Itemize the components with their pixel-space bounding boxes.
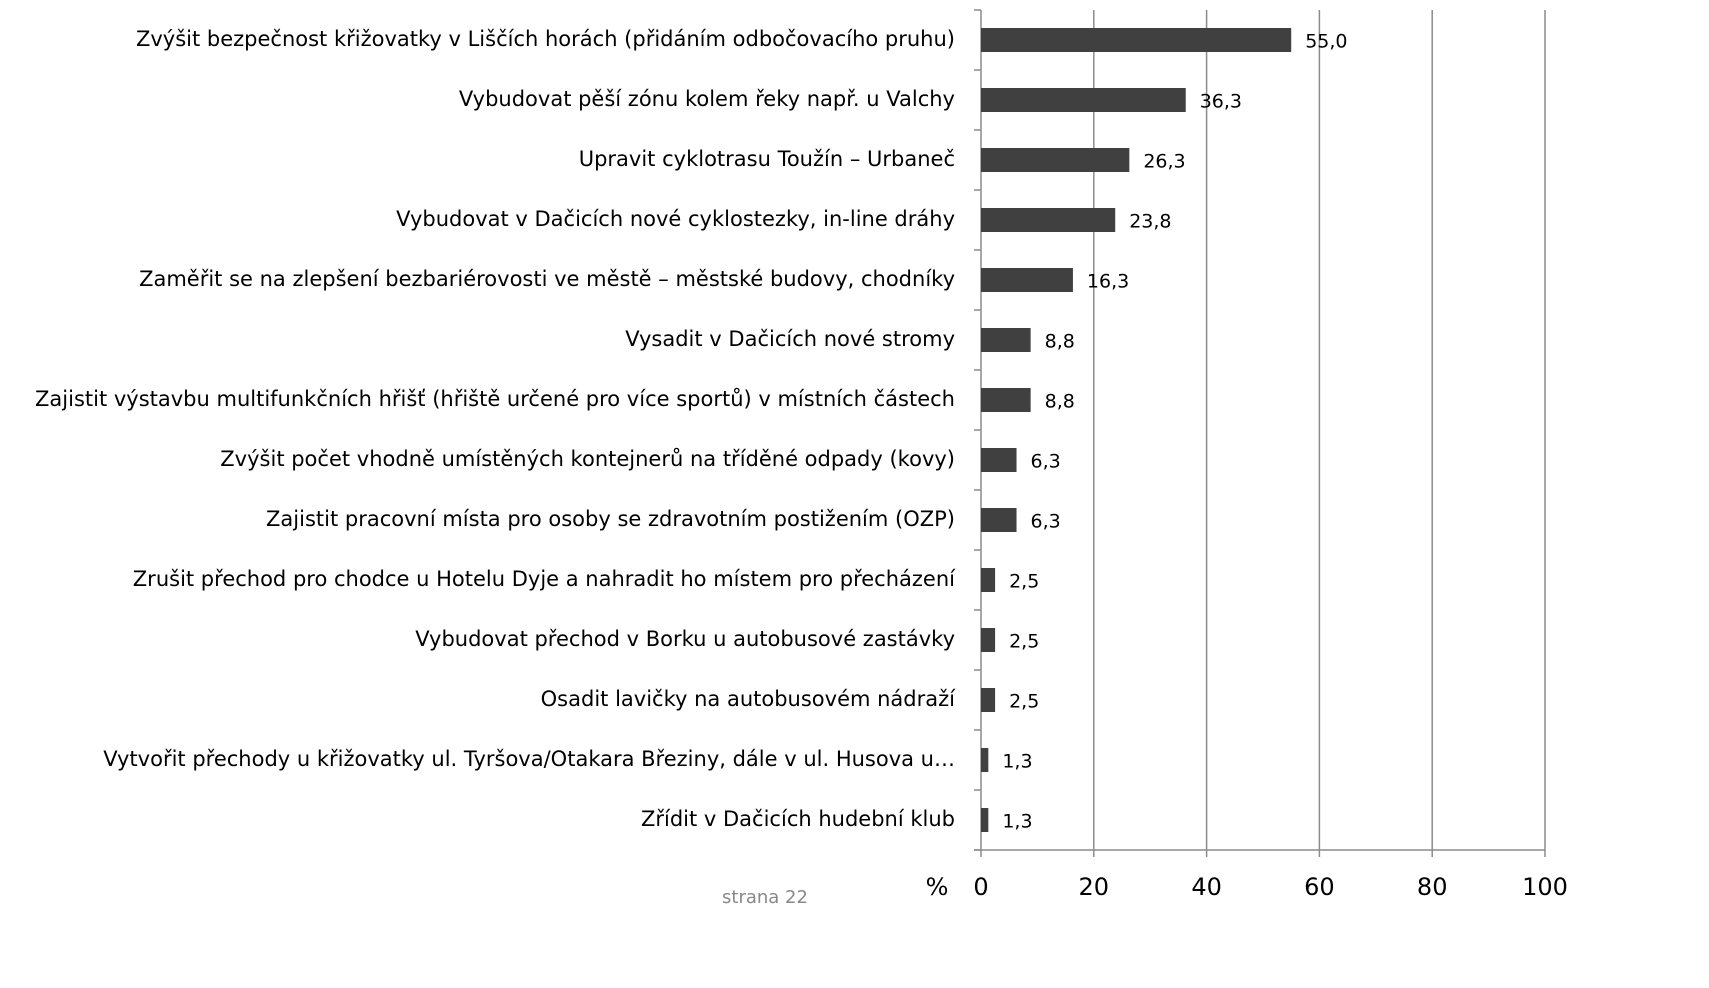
y-tick-label: Zajistit výstavbu multifunkčních hřišť (… bbox=[35, 387, 955, 411]
data-label: 1,3 bbox=[1002, 811, 1032, 833]
y-tick-label: Zaměřit se na zlepšení bezbariérovosti v… bbox=[139, 267, 955, 291]
bar bbox=[981, 508, 1017, 532]
data-label: 23,8 bbox=[1129, 211, 1171, 233]
y-tick-label: Vybudovat pěší zónu kolem řeky např. u V… bbox=[459, 87, 955, 111]
y-tick-label: Vybudovat přechod v Borku u autobusové z… bbox=[415, 627, 955, 651]
data-label: 2,5 bbox=[1009, 631, 1039, 653]
page-footer: strana 22 bbox=[722, 887, 808, 908]
y-tick-label: Zvýšit počet vhodně umístěných kontejner… bbox=[220, 447, 955, 471]
bar bbox=[981, 688, 996, 712]
x-tick-label: 80 bbox=[1417, 873, 1448, 901]
data-label: 6,3 bbox=[1031, 511, 1061, 533]
x-tick-label: 100 bbox=[1522, 873, 1568, 901]
x-tick-label: 40 bbox=[1191, 873, 1222, 901]
bar bbox=[981, 328, 1031, 352]
y-tick-label: Osadit lavičky na autobusovém nádraží bbox=[541, 687, 956, 711]
y-tick-label: Upravit cyklotrasu Toužín – Urbaneč bbox=[579, 147, 955, 171]
bar bbox=[981, 148, 1130, 172]
bar bbox=[981, 448, 1017, 472]
data-label: 8,8 bbox=[1045, 391, 1075, 413]
bar bbox=[981, 268, 1073, 292]
y-tick-label: Zajistit pracovní místa pro osoby se zdr… bbox=[266, 507, 955, 531]
x-axis-label: % bbox=[926, 873, 949, 901]
y-tick-label: Zrušit přechod pro chodce u Hotelu Dyje … bbox=[133, 567, 956, 591]
x-tick-label: 60 bbox=[1304, 873, 1335, 901]
y-tick-label: Vybudovat v Dačicích nové cyklostezky, i… bbox=[396, 207, 955, 231]
bar bbox=[981, 568, 996, 592]
y-tick-label: Zřídit v Dačicích hudební klub bbox=[641, 807, 955, 831]
x-tick-label: 20 bbox=[1079, 873, 1110, 901]
y-tick-label: Vysadit v Dačicích nové stromy bbox=[625, 327, 955, 351]
data-label: 8,8 bbox=[1045, 331, 1075, 353]
data-label: 6,3 bbox=[1031, 451, 1061, 473]
bar bbox=[981, 88, 1186, 112]
data-label: 1,3 bbox=[1002, 751, 1032, 773]
bar bbox=[981, 28, 1292, 52]
data-label: 2,5 bbox=[1009, 571, 1039, 593]
data-label: 36,3 bbox=[1200, 91, 1242, 113]
x-tick-label: 0 bbox=[973, 873, 988, 901]
y-tick-label: Zvýšit bezpečnost křižovatky v Liščích h… bbox=[136, 27, 955, 51]
data-label: 16,3 bbox=[1087, 271, 1129, 293]
y-tick-label: Vytvořit přechody u křižovatky ul. Tyršo… bbox=[103, 747, 955, 771]
bar bbox=[981, 628, 996, 652]
bar bbox=[981, 388, 1031, 412]
bar bbox=[981, 808, 989, 832]
data-label: 55,0 bbox=[1305, 31, 1347, 53]
bar bbox=[981, 208, 1116, 232]
data-label: 2,5 bbox=[1009, 691, 1039, 713]
bar bbox=[981, 748, 989, 772]
data-label: 26,3 bbox=[1143, 151, 1185, 173]
